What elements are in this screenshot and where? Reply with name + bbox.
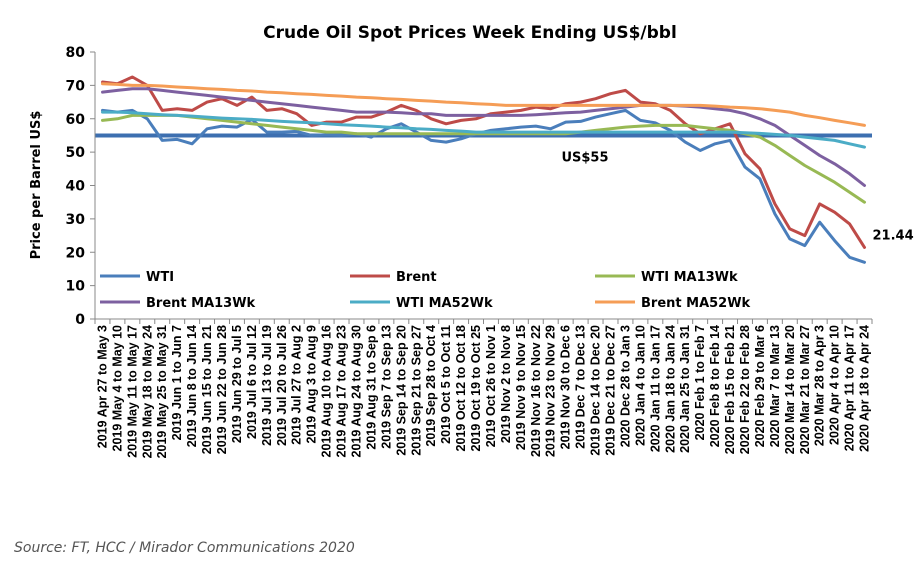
x-tick-label: 2019 Nov 30 to Dec 6 [559, 325, 573, 449]
x-tick-label: 2019 Sep 14 to Sep 20 [394, 325, 408, 456]
x-tick-label: 2020 Dec 28 to Jan 3 [618, 325, 632, 447]
x-tick-label: 2019 Nov 9 to Nov 15 [514, 325, 528, 450]
x-tick-label: 2019 Aug 31 to Sep 6 [364, 325, 378, 450]
y-tick-label: 30 [66, 212, 86, 228]
x-tick-label: 2019 Jul 6 to Jul 12 [245, 325, 259, 439]
series-line-wti-ma52wk [101, 110, 866, 149]
chart-title: Crude Oil Spot Prices Week Ending US$/bb… [263, 23, 677, 43]
reference-line-label: US$55 [561, 150, 608, 165]
x-tick-label: 2019 Jun 15 to Jun 21 [200, 325, 214, 454]
axes [94, 52, 872, 320]
legend: WTI Brent WTI MA13Wk Brent MA13Wk WTI MA52Wk… [100, 270, 751, 311]
annotations: US$55 21.44 [561, 150, 913, 243]
y-ticks: 0 10 20 30 40 50 60 70 80 [66, 45, 95, 328]
x-tick-label: 2020 Apr 18 to Apr 24 [858, 325, 872, 452]
end-value-label: 21.44 [873, 228, 914, 243]
x-tick-label: 2019 Jun 8 to Jun 14 [185, 325, 199, 447]
x-tick-label: 2019 Oct 19 to Oct 25 [469, 325, 483, 452]
x-tick-label: 2019 Jun 1 to Jun 7 [170, 325, 184, 440]
x-tick-label: 2019 Jun 22 to Jun 28 [215, 325, 229, 454]
x-tick-label: 2019 Aug 24 to Aug 30 [349, 325, 363, 457]
x-tick-label: 2019 Sep 7 to Sep 13 [379, 325, 393, 449]
x-tick-label: 2019 Apr 27 to May 3 [95, 325, 109, 448]
y-tick-label: 0 [75, 312, 85, 328]
source-note: Source: FT, HCC / Mirador Communications… [14, 540, 355, 556]
x-tick-label: 2020 Mar 21 to Mar 27 [798, 325, 812, 454]
x-tick-label: 2019 Nov 23 to Nov 29 [544, 325, 558, 457]
x-tick-label: 2020 Feb 22 to Feb 28 [738, 325, 752, 454]
x-tick-label: 2020 Jan 18 to Jan 24 [663, 325, 677, 453]
x-tick-label: 2019 Dec 7 to Dec 13 [574, 325, 588, 449]
x-tick-label: 2019 Oct 26 to Nov 1 [484, 325, 498, 447]
x-tick-label: 2020 Jan 11 to Jan 17 [648, 325, 662, 452]
x-tick-label: 2019 Jul 27 to Aug 2 [290, 325, 304, 445]
x-tick-label: 2019 Jun 29 to Jul 5 [230, 325, 244, 443]
x-tick-label: 2019 May 25 to May 31 [155, 325, 169, 458]
x-tick-label: 2019 Sep 28 to Oct 4 [424, 325, 438, 447]
x-tick-label: 2019 Oct 5 to Oct 11 [439, 325, 453, 444]
legend-label-wti-ma52wk: WTI MA52Wk [396, 296, 493, 311]
legend-label-wti: WTI [146, 270, 174, 285]
x-tick-label: 2020 Mar 28 to Apr 3 [813, 325, 827, 446]
x-tick-label: 2020 Apr 11 to Apr 17 [843, 325, 857, 451]
legend-label-wti-ma13wk: WTI MA13Wk [641, 270, 738, 285]
x-tick-label: 2020 Apr 4 to Apr 10 [828, 325, 842, 445]
x-tick-label: 2020 Feb 29 to Mar 6 [753, 325, 767, 447]
x-tick-label: 2020 Mar 7 to Mar 13 [768, 325, 782, 447]
x-tick-label: 2019 May 11 to May 17 [125, 325, 139, 458]
legend-label-brent-ma13wk: Brent MA13Wk [146, 296, 256, 311]
y-axis-label: Price per Barrel US$ [29, 111, 44, 260]
x-tick-label: 2019 Nov 16 to Nov 22 [529, 325, 543, 457]
y-tick-label: 70 [66, 78, 86, 94]
x-tick-label: 2019 Jul 20 to Jul 26 [275, 325, 289, 446]
x-tick-label: 2019 Sep 21 to Sep 27 [409, 325, 423, 456]
x-tick-label: 2019 Oct 12 to Oct 18 [454, 325, 468, 452]
y-tick-label: 20 [66, 245, 86, 261]
y-tick-label: 60 [66, 112, 86, 128]
y-tick-label: 50 [66, 145, 86, 161]
x-tick-label: 2020 Jan 25 to Jan 31 [678, 325, 692, 453]
x-tick-label: 2020 Feb 15 to Feb 21 [723, 325, 737, 454]
series-line-brent-ma13wk [101, 87, 866, 187]
series-line-brent-ma52wk [101, 82, 866, 127]
x-tick-label: 2019 Dec 21 to Dec 27 [604, 325, 618, 456]
legend-label-brent: Brent [396, 270, 437, 285]
x-tick-label: 2020 Feb 8 to Feb 14 [708, 325, 722, 447]
x-tick-label: 2020 Jan 4 to Jan 10 [633, 325, 647, 446]
x-tick-label: 2019 Aug 3 to Aug 9 [305, 325, 319, 444]
x-tick-label: 2019 May 18 to May 24 [140, 325, 154, 458]
x-tick-label: 2019 Dec 14 to Dec 20 [589, 325, 603, 456]
x-tick-label: 2019 May 4 to May 10 [110, 325, 124, 452]
series-group [101, 75, 866, 264]
y-tick-label: 80 [66, 45, 86, 61]
x-tick-label: 2020 Feb 1 to Feb 7 [693, 325, 707, 440]
y-tick-label: 40 [66, 179, 86, 195]
y-tick-label: 10 [66, 279, 86, 295]
x-ticks: 2019 Apr 27 to May 3 2019 May 4 to May 10… [94, 319, 873, 458]
x-tick-label: 2019 Nov 2 to Nov 8 [499, 325, 513, 443]
x-tick-label: 2019 Aug 17 to Aug 23 [335, 325, 349, 457]
legend-label-brent-ma52wk: Brent MA52Wk [641, 296, 751, 311]
x-tick-label: 2019 Jul 13 to Jul 19 [260, 325, 274, 446]
x-tick-label: 2020 Mar 14 to Mar 20 [783, 325, 797, 454]
x-tick-label: 2019 Aug 10 to Aug 16 [320, 325, 334, 457]
